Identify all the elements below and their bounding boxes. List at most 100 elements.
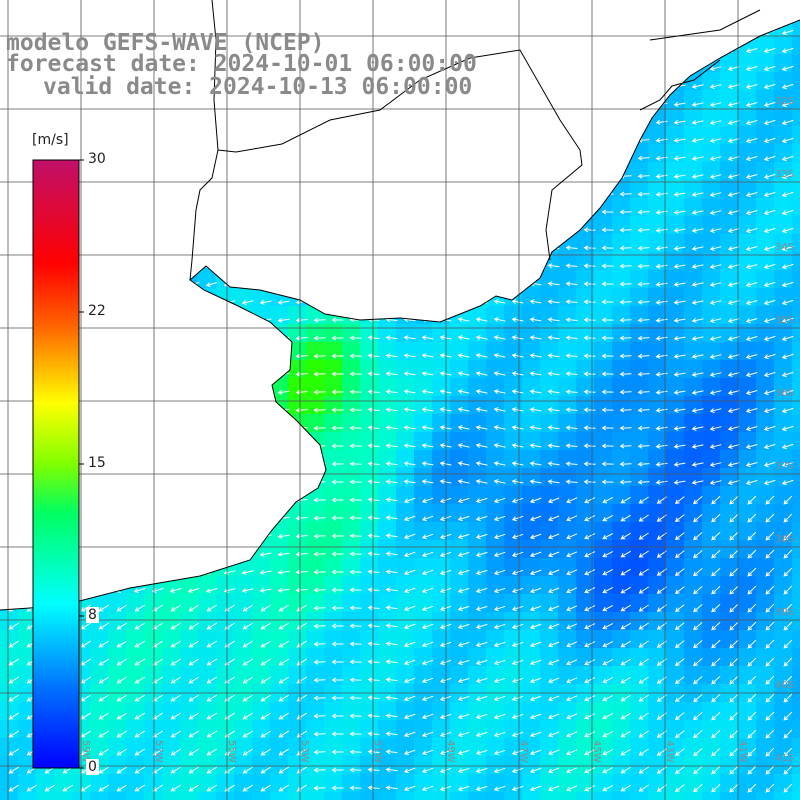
speed-cell [792,576,800,595]
speed-cell [270,738,289,757]
wind-arrow [765,513,775,523]
wind-arrow [601,299,614,305]
wind-arrow [727,156,740,161]
wind-arrow [783,657,793,667]
wind-arrow [403,713,416,720]
wind-arrow [638,496,649,504]
wind-arrow [745,138,758,144]
wind-arrow [691,192,704,197]
speed-cell [792,450,800,469]
model-title: modelo GEFS-WAVE (NCEP) [6,30,325,56]
wind-arrow [673,299,686,305]
wind-arrow [457,641,470,648]
speed-cell [378,522,397,541]
wind-arrow [511,389,524,395]
speed-cell [324,576,343,595]
speed-cell [648,144,667,163]
wind-arrow [691,156,704,161]
wind-arrow [475,443,488,448]
wind-arrow [367,371,380,377]
speed-cell [432,432,451,451]
wind-arrow [619,371,632,377]
wind-arrow [98,766,109,774]
longitude-label: 47W [518,740,529,763]
wind-arrow [548,515,560,522]
wind-arrow [493,569,506,576]
forecast-date: forecast date: 2024-10-01 06:00:00 [6,51,477,77]
wind-arrow [493,425,506,430]
wind-arrow [765,603,775,613]
wind-arrow [584,551,596,558]
speed-cell [630,306,649,325]
speed-cell [126,630,145,649]
wind-arrow [691,120,704,125]
speed-cell [504,342,523,361]
speed-cell [792,216,800,235]
wind-arrow [709,264,722,269]
speed-cell [612,270,631,289]
speed-cell [684,540,703,559]
wind-arrow [620,658,631,666]
wind-arrow [206,712,217,720]
wind-arrow [691,102,704,107]
speed-cell [162,594,181,613]
speed-cell [360,468,379,487]
longitude-label: 49W [445,740,456,763]
speed-cell [414,342,433,361]
wind-arrow [781,209,794,216]
wind-arrow [783,747,793,757]
wind-arrow [98,676,109,684]
speed-cell [576,792,595,800]
wind-arrow [601,263,614,269]
speed-cell [774,630,793,649]
wind-arrow [729,747,739,757]
speed-cell [666,612,685,631]
wind-arrow [709,192,722,197]
wind-arrow [781,155,794,162]
wind-arrow [475,623,488,630]
wind-arrow [26,784,37,792]
speed-cell [594,324,613,343]
wind-arrow [691,246,704,251]
speed-cell [18,774,37,793]
speed-cell [630,468,649,487]
wind-arrow [783,621,793,631]
colorbar [32,159,84,769]
speed-cell [558,342,577,361]
wind-arrow [693,712,703,721]
speed-cell [612,324,631,343]
wind-arrow [548,605,560,612]
speed-cell [306,792,325,800]
wind-arrow [116,658,127,666]
wind-arrow [709,282,722,287]
wind-arrow [638,604,649,612]
speed-cell [630,576,649,595]
speed-cell [324,594,343,613]
wind-arrow [729,783,739,793]
wind-arrow [260,658,271,666]
wind-arrow [331,695,344,701]
wind-arrow [116,712,127,720]
wind-arrow [134,748,145,756]
speed-cell [360,558,379,577]
wind-arrow [44,784,55,792]
speed-cell [558,324,577,343]
wind-arrow [602,730,614,738]
wind-arrow [747,549,757,559]
speed-cell [558,792,577,800]
wind-arrow [457,497,470,504]
wind-arrow [349,677,362,683]
wind-arrow [529,443,542,449]
wind-arrow [548,569,560,576]
wind-arrow [747,513,757,523]
wind-arrow [169,587,182,594]
wind-arrow [421,641,434,648]
wind-arrow [673,155,686,161]
speed-cell [324,540,343,559]
speed-cell [378,720,397,739]
speed-cell [666,504,685,523]
wind-arrow [493,551,506,558]
wind-arrow [295,407,308,413]
